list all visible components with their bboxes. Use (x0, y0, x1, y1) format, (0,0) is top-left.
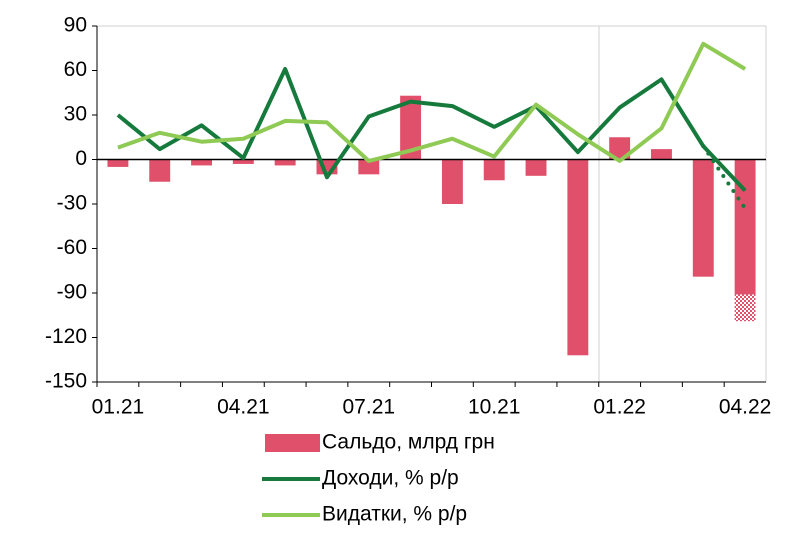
bar-estimate (734, 294, 756, 322)
bar (232, 159, 254, 164)
x-tick-label: 10.21 (468, 396, 521, 419)
x-tick-label: 04.21 (217, 396, 270, 419)
legend-label: Видатки, % р/р (322, 503, 467, 526)
bar (483, 159, 505, 181)
legend-label: Доходи, % р/р (322, 467, 459, 490)
legend-swatch (265, 434, 320, 452)
bar (107, 159, 129, 167)
y-tick-label: -150 (45, 370, 87, 393)
y-tick-label: -60 (57, 236, 87, 259)
bar (609, 137, 631, 160)
bar (274, 159, 296, 166)
bar (149, 159, 171, 182)
x-tick-label: 01.22 (593, 396, 646, 419)
y-tick-label: -30 (57, 192, 87, 215)
y-tick-label: -120 (45, 325, 87, 348)
line (117, 41, 747, 163)
y-tick-label: 30 (64, 103, 87, 126)
bar (525, 159, 547, 176)
bar (441, 159, 463, 204)
bar (400, 95, 422, 160)
legend-label: Сальдо, млрд грн (322, 431, 495, 454)
x-tick-label: 04.22 (719, 396, 772, 419)
y-tick-label: 0 (75, 147, 87, 170)
bar (692, 159, 714, 277)
line (116, 67, 747, 193)
bar (191, 159, 212, 166)
x-tick-label: 07.21 (343, 396, 396, 419)
bar (734, 159, 756, 295)
bar (567, 159, 589, 356)
y-tick-label: 60 (64, 58, 87, 81)
bar (358, 159, 380, 175)
bar (651, 149, 672, 160)
y-tick-label: 90 (64, 14, 87, 37)
x-tick-label: 01.21 (92, 396, 145, 419)
plot-border (96, 25, 767, 383)
y-tick-label: -90 (57, 281, 87, 304)
line-estimate (701, 144, 748, 211)
